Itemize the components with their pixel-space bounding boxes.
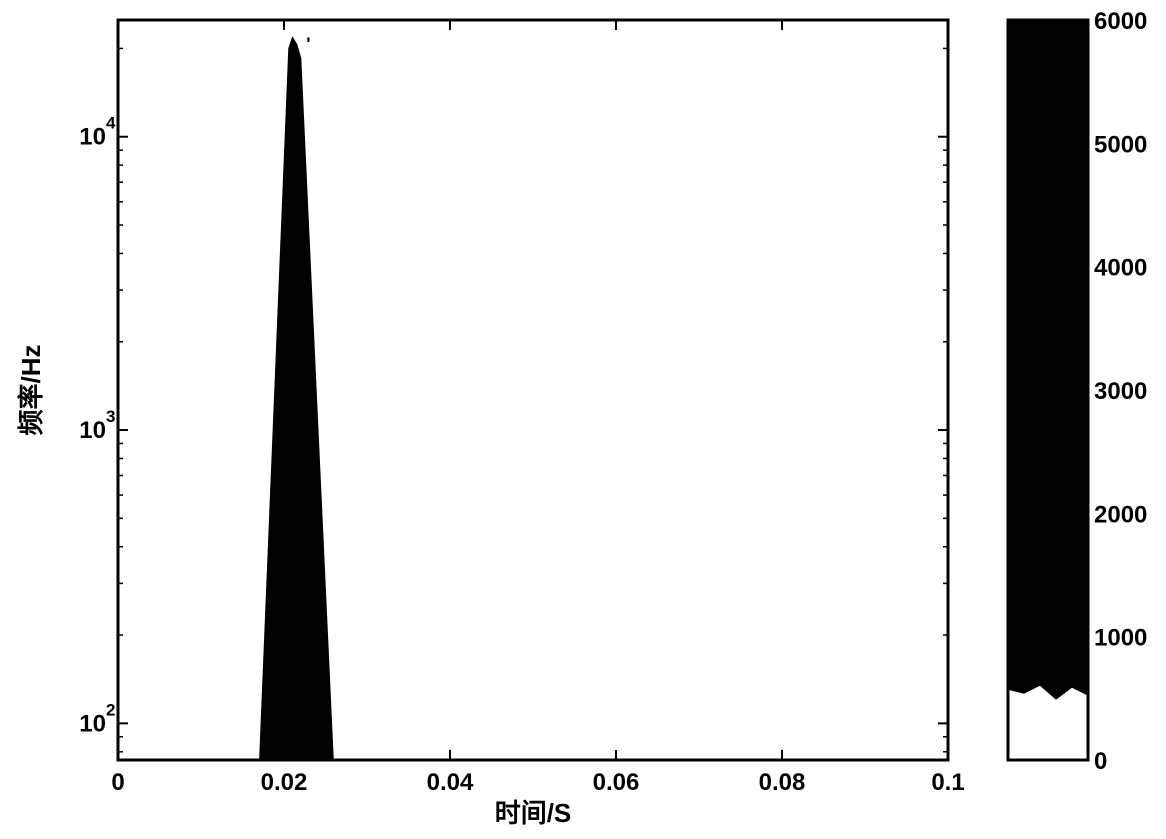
svg-text:2: 2 bbox=[106, 700, 115, 719]
svg-text:10: 10 bbox=[79, 124, 106, 151]
svg-text:5000: 5000 bbox=[1094, 131, 1147, 158]
svg-text:4: 4 bbox=[106, 114, 116, 133]
svg-text:10: 10 bbox=[79, 710, 106, 737]
svg-text:3000: 3000 bbox=[1094, 378, 1147, 405]
figure-container: '00.020.040.060.080.1时间/S102103104频率/Hz0… bbox=[0, 0, 1166, 834]
chart-svg: '00.020.040.060.080.1时间/S102103104频率/Hz0… bbox=[0, 0, 1166, 834]
svg-text:0.08: 0.08 bbox=[759, 769, 806, 796]
svg-text:0: 0 bbox=[1094, 748, 1107, 775]
svg-text:0: 0 bbox=[111, 769, 124, 796]
svg-text:0.06: 0.06 bbox=[593, 769, 640, 796]
svg-text:': ' bbox=[306, 34, 310, 54]
svg-text:频率/Hz: 频率/Hz bbox=[16, 344, 46, 435]
svg-text:6000: 6000 bbox=[1094, 8, 1147, 35]
svg-text:1000: 1000 bbox=[1094, 625, 1147, 652]
svg-text:4000: 4000 bbox=[1094, 255, 1147, 282]
svg-text:0.04: 0.04 bbox=[427, 769, 474, 796]
svg-text:10: 10 bbox=[79, 417, 106, 444]
svg-text:3: 3 bbox=[106, 407, 115, 426]
svg-text:时间/S: 时间/S bbox=[495, 798, 572, 828]
svg-text:0.02: 0.02 bbox=[261, 769, 308, 796]
svg-text:2000: 2000 bbox=[1094, 501, 1147, 528]
svg-text:0.1: 0.1 bbox=[931, 769, 964, 796]
